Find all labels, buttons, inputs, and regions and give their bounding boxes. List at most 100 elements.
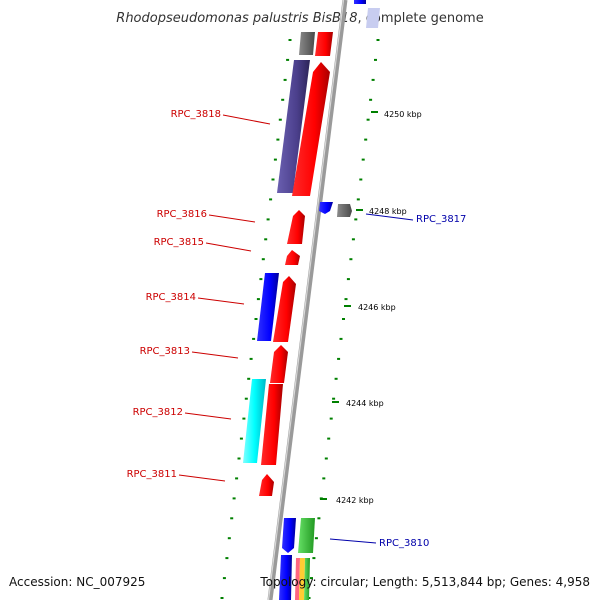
gene-block bbox=[279, 555, 292, 600]
right-gene-labels: RPC_3817 RPC_3810 bbox=[329, 213, 466, 549]
guide-dot bbox=[376, 39, 380, 41]
guide-dot bbox=[288, 39, 292, 41]
guide-dot bbox=[359, 178, 363, 181]
rpc-3818-cds-arrow bbox=[292, 62, 330, 196]
gene-label-rpc-3812[interactable]: RPC_3812 bbox=[133, 407, 183, 418]
guide-dot bbox=[337, 357, 341, 360]
rpc-3818-feature bbox=[277, 60, 310, 193]
guide-dot bbox=[222, 577, 226, 580]
leader-line bbox=[191, 351, 239, 359]
guide-dot bbox=[351, 238, 355, 241]
guide-dot bbox=[283, 78, 287, 81]
gene-label-rpc-3817[interactable]: RPC_3817 bbox=[416, 214, 466, 225]
feature-block bbox=[299, 32, 315, 55]
rpc-3814-gene bbox=[257, 273, 279, 341]
leader-line bbox=[222, 114, 271, 125]
rpc-3815-cds-arrow bbox=[285, 250, 300, 265]
guide-dot bbox=[332, 397, 336, 400]
guide-dot bbox=[261, 258, 265, 261]
guide-dot bbox=[259, 278, 263, 281]
tick-label: 4250 kbp bbox=[384, 110, 422, 119]
guide-dot bbox=[310, 577, 313, 580]
rpc-3811-cds-arrow bbox=[259, 474, 274, 496]
cds-arrow bbox=[315, 32, 333, 56]
guide-dot bbox=[366, 118, 370, 121]
organism-name: Rhodopseudomonas palustris BisB18 bbox=[116, 11, 357, 26]
guide-dot bbox=[344, 298, 348, 301]
tick-label: 4244 kbp bbox=[346, 399, 384, 408]
guide-dot bbox=[244, 397, 248, 400]
rpc-3812-gene bbox=[243, 379, 266, 463]
guide-dot bbox=[281, 98, 285, 101]
rpc-3817-gene-arrow bbox=[319, 202, 333, 214]
leader-line bbox=[178, 474, 226, 482]
leader-line bbox=[208, 214, 256, 223]
gene-label-rpc-3811[interactable]: RPC_3811 bbox=[127, 469, 177, 480]
guide-dot bbox=[324, 457, 328, 460]
guide-dot bbox=[271, 178, 275, 181]
guide-dot bbox=[361, 158, 365, 161]
genome-backbone bbox=[267, 0, 348, 600]
inner-dotted-guide bbox=[220, 39, 292, 599]
tick-label: 4248 kbp bbox=[369, 207, 407, 216]
leader-line bbox=[197, 297, 245, 305]
outer-dotted-guide bbox=[307, 39, 380, 599]
rpc-3817-feature bbox=[337, 204, 352, 217]
guide-dot bbox=[356, 198, 360, 201]
leader-line bbox=[365, 213, 414, 221]
guide-dot bbox=[276, 138, 280, 141]
guide-dot bbox=[278, 118, 282, 121]
guide-dot bbox=[225, 557, 229, 560]
gene-label-rpc-3813[interactable]: RPC_3813 bbox=[140, 346, 190, 357]
guide-dot bbox=[232, 497, 236, 500]
gene-label-rpc-3810[interactable]: RPC_3810 bbox=[379, 538, 429, 549]
left-gene-labels: RPC_3818 RPC_3816 RPC_3815 RPC_3814 RPC_… bbox=[127, 109, 271, 482]
guide-dot bbox=[252, 337, 256, 340]
guide-dot bbox=[364, 138, 368, 141]
guide-dot bbox=[254, 318, 258, 320]
rpc-3810-feature bbox=[298, 518, 315, 553]
gene-block bbox=[354, 0, 366, 4]
guide-dot bbox=[322, 477, 326, 480]
guide-dot bbox=[371, 78, 375, 81]
guide-dot bbox=[334, 377, 338, 380]
guide-dot bbox=[374, 58, 377, 61]
guide-dot bbox=[346, 278, 350, 281]
gene-label-rpc-3818[interactable]: RPC_3818 bbox=[171, 109, 221, 120]
guide-dot bbox=[314, 537, 318, 540]
leader-line bbox=[184, 412, 232, 420]
guide-dot bbox=[329, 417, 333, 420]
guide-dot bbox=[339, 337, 343, 340]
tick-label: 4242 kbp bbox=[336, 496, 374, 505]
guide-dot bbox=[220, 597, 224, 599]
gene-label-rpc-3816[interactable]: RPC_3816 bbox=[157, 209, 207, 220]
leader-line bbox=[205, 242, 252, 252]
gene-label-rpc-3815[interactable]: RPC_3815 bbox=[154, 237, 204, 248]
map-title: Rhodopseudomonas palustris BisB18, compl… bbox=[116, 11, 483, 26]
leader-line bbox=[329, 538, 377, 544]
feature-block bbox=[366, 8, 380, 28]
gene-label-rpc-3814[interactable]: RPC_3814 bbox=[146, 292, 196, 303]
guide-dot bbox=[269, 198, 273, 201]
guide-dot bbox=[312, 557, 316, 560]
guide-dot bbox=[249, 357, 253, 360]
guide-dot bbox=[349, 258, 353, 261]
genome-backbone-highlight bbox=[267, 0, 345, 600]
guide-dot bbox=[354, 218, 358, 221]
guide-dot bbox=[317, 517, 321, 520]
guide-dot bbox=[369, 98, 373, 101]
guide-dot bbox=[247, 377, 251, 380]
rpc-3810-gene-arrow bbox=[282, 518, 296, 553]
tick-label: 4246 kbp bbox=[358, 303, 396, 312]
accession-text: Accession: NC_007925 bbox=[9, 575, 145, 589]
guide-dot bbox=[256, 298, 260, 301]
guide-dot bbox=[327, 437, 331, 440]
guide-dot bbox=[227, 537, 231, 540]
feature-block bbox=[299, 558, 305, 600]
rpc-3813-cds-arrow bbox=[270, 345, 288, 383]
guide-dot bbox=[237, 457, 241, 460]
guide-dot bbox=[230, 517, 234, 520]
guide-dot bbox=[239, 437, 243, 440]
kbp-ticks: 4250 kbp 4248 kbp 4246 kbp 4244 kbp 4242… bbox=[320, 110, 422, 505]
